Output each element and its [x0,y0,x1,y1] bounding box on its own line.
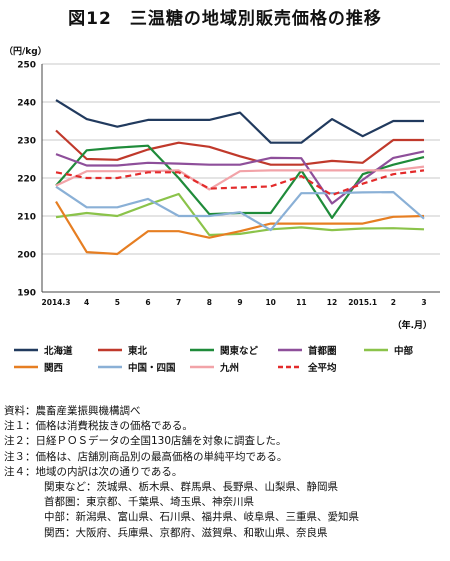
legend-label: 中部 [394,345,414,357]
series-line-9 [55,169,425,197]
series-line-4 [55,150,425,205]
y-tick-label: 200 [17,251,36,261]
note-1: 注１：価格は消費税抜きの価格である。 [4,420,193,433]
x-tick-labels: 2014.3 4 5 6 7 8 9 10 11 12 2015.1 2 3 [42,298,427,307]
note-4-kanto: 関東など：茨城県、栃木県、群馬県、長野県、山梨県、静岡県 [44,481,338,494]
note-2: 注２：日経ＰＯＳデータの全国130店舗を対象に調査した。 [4,435,287,448]
y-tick-label: 240 [17,99,36,109]
y-tick-label: 210 [17,213,36,223]
series-line-2 [55,129,424,166]
line-chart: 190 200 210 220 230 240 250 2014.3 4 5 6 7 8 9 10 11 12… [14,61,440,374]
x-tick-label: 2015.1 [348,298,377,307]
series-line-1 [55,99,424,144]
x-tick-label: 3 [421,298,426,307]
x-tick-label: 8 [207,298,212,307]
note-4-shutoken: 首都圏：東京都、千葉県、埼玉県、神奈川県 [44,496,254,509]
series-line-7 [55,185,425,232]
note-4-chubu: 中部：新潟県、富山県、石川県、福井県、岐阜県、三重県、愛知県 [44,511,359,524]
grid-lines [41,63,440,293]
legend-label: 東北 [127,345,148,357]
x-tick-label: 5 [115,298,120,307]
x-tick-label: 7 [176,298,181,307]
x-tick-label: 2 [391,298,396,307]
y-tick-label: 190 [17,289,36,299]
x-tick-label: 2014.3 [42,298,71,307]
series-line-6 [55,201,425,256]
legend-label: 関東など [220,345,259,357]
figure-title: 図12 三温糖の地域別販売価格の推移 [68,9,382,29]
x-tick-label: 12 [327,298,337,307]
x-tick-label: 11 [296,298,306,307]
legend-label: 関西 [44,363,64,374]
legend-label: 北海道 [44,345,73,357]
legend-label: 全平均 [307,362,337,374]
y-tick-label: 250 [17,61,36,71]
x-tick-label: 4 [84,298,89,307]
y-axis-unit: （円/kg） [4,47,47,57]
legend-label: 首都圏 [308,345,337,357]
x-axis-unit: （年.月） [393,319,432,331]
legend-label: 九州 [219,362,239,374]
series-line-5 [55,192,425,237]
note-4: 注４：地域の内訳は次の通りである。 [4,465,183,478]
series-lines [55,99,425,256]
y-tick-labels: 190 200 210 220 230 240 250 [17,61,36,299]
series-line-8 [55,165,425,191]
y-tick-label: 220 [17,175,36,185]
x-tick-label: 10 [265,298,275,307]
x-tick-label: 9 [237,298,242,307]
y-tick-label: 230 [17,137,36,147]
note-4-kansai: 関西：大阪府、兵庫県、京都府、滋賀県、和歌山県、奈良県 [44,526,328,539]
note-3: 注３：価格は、店舗別商品別の最高価格の単純平均である。 [4,450,288,463]
x-tick-label: 6 [145,298,150,307]
note-source: 資料：農畜産業振興機構調べ [4,405,141,417]
legend-label: 中国・四国 [128,362,176,374]
notes-block: 資料：農畜産業振興機構調べ 注１：価格は消費税抜きの価格である。 注２：日経ＰＯ… [4,404,448,541]
